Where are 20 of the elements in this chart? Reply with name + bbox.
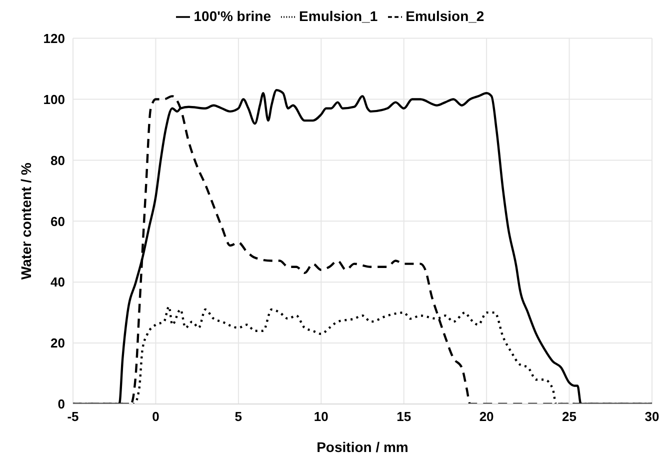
y-axis-title: Water content / % xyxy=(18,162,34,280)
x-tick-label: 5 xyxy=(234,409,242,424)
y-tick-label: 0 xyxy=(58,396,65,412)
x-tick-label: 20 xyxy=(479,409,494,424)
legend-label: Emulsion_2 xyxy=(406,8,484,24)
x-tick-label: -5 xyxy=(67,409,79,424)
y-tick-label: 80 xyxy=(50,152,65,168)
x-axis-title: Position / mm xyxy=(316,439,408,455)
legend-label: 100'% brine xyxy=(194,8,272,24)
legend-label: Emulsion_1 xyxy=(299,8,378,24)
x-tick-label: 0 xyxy=(152,409,160,424)
y-tick-label: 20 xyxy=(50,336,65,351)
y-tick-label: 60 xyxy=(50,214,65,229)
y-tick-label: 120 xyxy=(43,30,65,46)
x-tick-label: 10 xyxy=(314,409,328,424)
x-tick-label: 30 xyxy=(644,409,660,424)
y-tick-label: 100 xyxy=(43,92,65,107)
y-tick-label: 40 xyxy=(50,274,65,290)
x-tick-label: 25 xyxy=(562,409,577,424)
x-tick-label: 15 xyxy=(396,409,412,424)
